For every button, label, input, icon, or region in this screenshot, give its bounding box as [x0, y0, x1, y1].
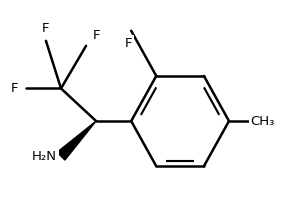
Text: F: F — [125, 37, 132, 50]
Text: F: F — [92, 29, 100, 42]
Text: CH₃: CH₃ — [250, 114, 275, 128]
Text: H₂N: H₂N — [32, 150, 57, 163]
Text: F: F — [42, 22, 50, 35]
Polygon shape — [57, 121, 96, 160]
Text: F: F — [11, 82, 18, 95]
